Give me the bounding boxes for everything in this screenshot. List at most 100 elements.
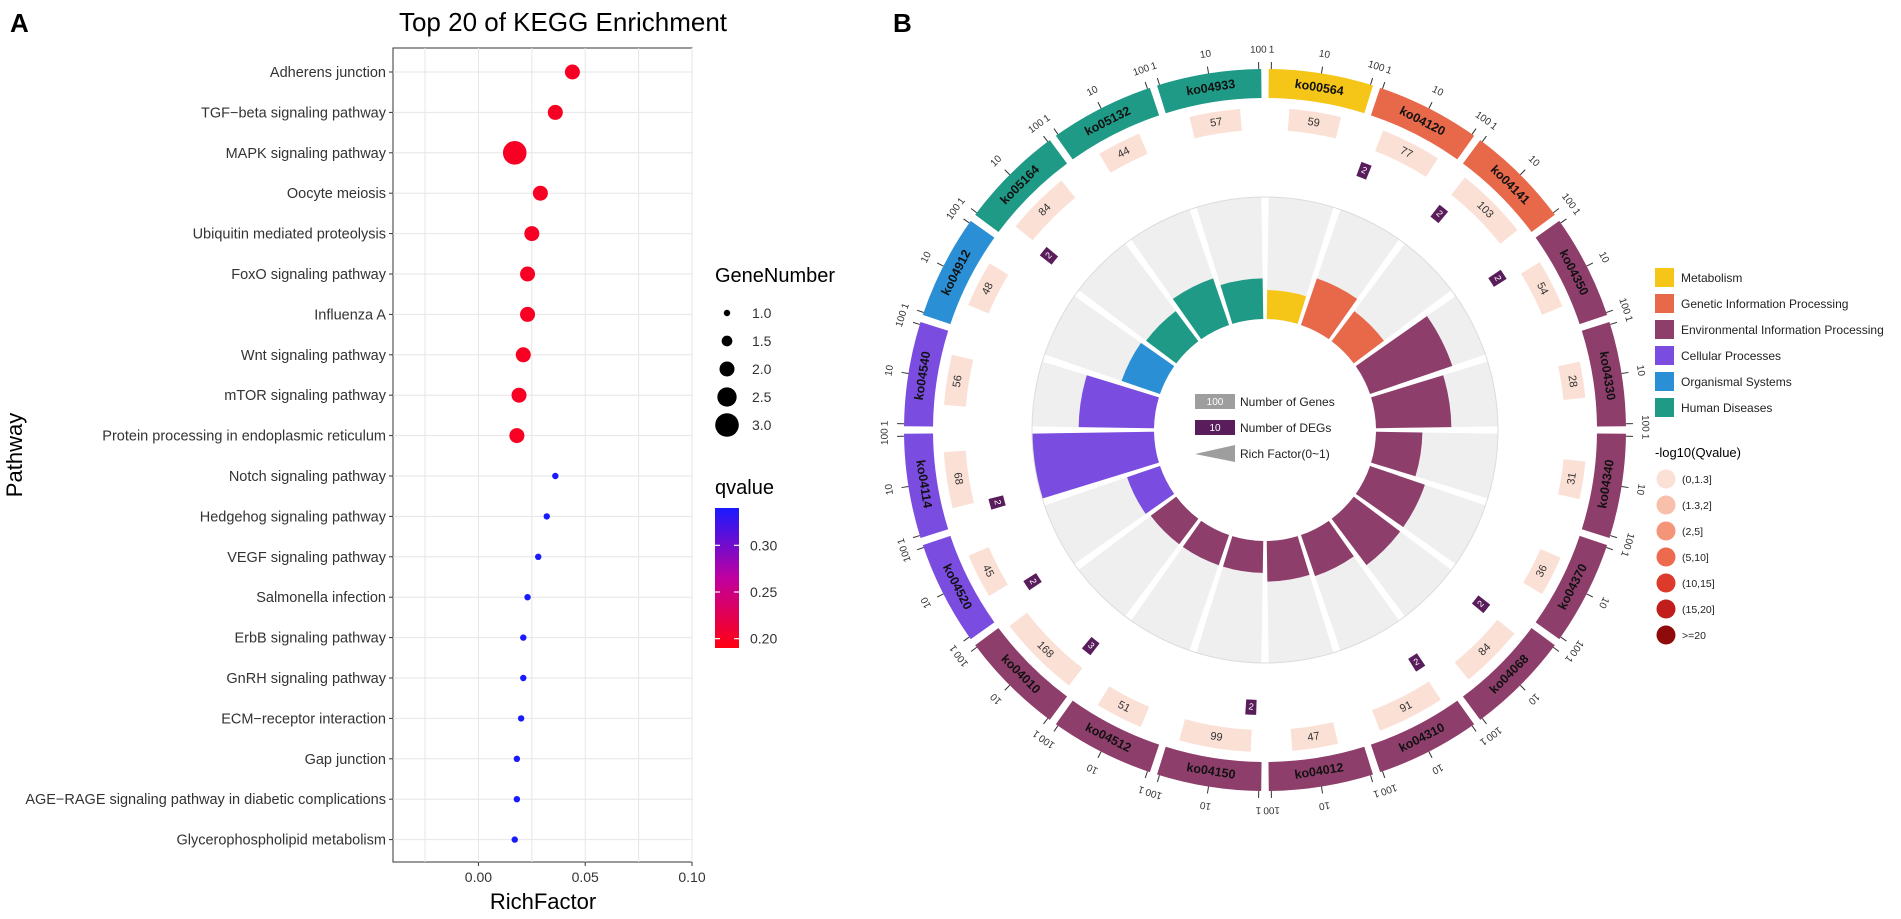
deg-bar	[1023, 573, 1042, 591]
scale-label: 10	[1199, 48, 1212, 61]
pathway-label: Protein processing in endoplasmic reticu…	[102, 429, 386, 445]
scale-tick	[1428, 751, 1433, 759]
category-legend: Metabolism Genetic Information Processing…	[1655, 268, 1884, 417]
scale-tick	[1370, 775, 1374, 783]
pathway-segment	[1581, 433, 1626, 538]
deg-bar	[1488, 269, 1507, 287]
scale-tick	[1481, 135, 1487, 142]
rich-factor-bar	[1146, 311, 1199, 364]
scale-tick	[1560, 636, 1567, 642]
gene-count-label: 91	[1398, 699, 1414, 715]
scale-tick	[1156, 77, 1160, 85]
scale-label: 1	[947, 642, 959, 653]
rich-factor-bar	[1355, 465, 1425, 528]
qvalue-bin-dot	[1656, 495, 1676, 515]
data-point	[524, 226, 540, 242]
gene-count-label: 68	[951, 472, 965, 486]
scale-tick	[970, 646, 977, 652]
pathway-label: GnRH signaling pathway	[226, 671, 386, 687]
scale-label: 100	[1132, 63, 1152, 79]
pathway-label: mTOR signaling pathway	[224, 388, 386, 404]
data-point	[535, 553, 542, 560]
scale-tick	[1320, 786, 1324, 794]
center-legend-label: Rich Factor(0~1)	[1240, 447, 1330, 461]
rich-factor-bar	[1150, 496, 1199, 545]
scale-label: 10	[1526, 154, 1542, 170]
data-point	[511, 387, 527, 403]
data-point	[532, 185, 548, 201]
scale-label: 10	[1085, 84, 1100, 99]
gene-count-bar	[1558, 361, 1586, 400]
degs-key-swatch	[1195, 420, 1235, 435]
pathway-segment	[1535, 220, 1608, 325]
scale-label: 1	[1042, 112, 1053, 124]
scale-tick	[970, 208, 977, 214]
scale-label: 1	[1477, 735, 1488, 747]
gene-count-label: 56	[951, 374, 965, 388]
pathway-label: ECM−receptor interaction	[221, 711, 386, 727]
qvalue-bin-label: (1.3,2]	[1682, 500, 1712, 512]
deg-label: 2	[1248, 701, 1255, 712]
qvalue-bin-label: (0,1.3]	[1682, 474, 1712, 486]
gene-count-label: 28	[1565, 374, 1579, 388]
gene-count-label: 77	[1398, 145, 1414, 161]
panel-b-letter: B	[893, 8, 912, 38]
scale-label: 100	[898, 544, 914, 564]
size-legend-label: 2.5	[752, 389, 772, 405]
qvalue-bin-label: (10,15]	[1682, 578, 1715, 590]
pathway-segment	[975, 627, 1068, 720]
gene-count-bar	[1372, 681, 1441, 731]
pathway-label: Notch signaling pathway	[229, 469, 387, 485]
scale-label: 100	[1379, 781, 1399, 797]
scale-tick	[1586, 262, 1594, 267]
data-point	[515, 347, 531, 363]
category-label: Organismal Systems	[1681, 375, 1792, 389]
rich-factor-bar	[1220, 278, 1264, 324]
qvalue-bin-dot	[1656, 469, 1676, 489]
pathway-segment	[1157, 69, 1262, 114]
scale-label: 1	[900, 301, 912, 310]
scale-label: 100	[894, 309, 910, 329]
deg-label: 2	[1028, 577, 1039, 586]
scale-tick	[1370, 77, 1374, 85]
gene-count-label: 57	[1209, 116, 1223, 130]
deg-bar	[1039, 246, 1059, 265]
data-point	[513, 796, 521, 803]
data-point	[502, 141, 527, 165]
scale-label: 1	[1255, 804, 1261, 815]
category-swatch	[1655, 320, 1674, 339]
data-point	[520, 306, 536, 322]
scale-tick	[1481, 718, 1487, 725]
qvalue-bin-dot	[1656, 573, 1676, 593]
deg-label: 2	[1492, 274, 1503, 283]
scale-tick	[1621, 485, 1629, 489]
rich-factor-bar	[1371, 431, 1423, 477]
scale-label: 100	[1620, 531, 1636, 551]
rich-factor-bar	[1266, 536, 1310, 582]
pathway-segment	[1268, 69, 1373, 114]
scale-tick	[936, 593, 944, 598]
scale-tick	[1586, 593, 1594, 598]
pathway-segment	[1535, 535, 1608, 640]
x-axis-label: RichFactor	[490, 889, 596, 914]
rich-factor-bar	[1300, 520, 1354, 577]
gene-count-bar	[1375, 130, 1438, 177]
category-label: Metabolism	[1681, 271, 1742, 285]
center-legend-label: Number of DEGs	[1240, 421, 1331, 435]
data-point	[564, 64, 580, 80]
scale-tick	[1553, 646, 1560, 652]
size-legend-dot	[723, 309, 731, 317]
deg-bar	[1245, 699, 1257, 715]
scale-label: 10	[1085, 761, 1100, 776]
data-point	[509, 428, 525, 444]
gene-count-label: 99	[1209, 730, 1223, 744]
deg-bar	[1408, 653, 1426, 672]
size-legend-label: 1.5	[752, 333, 772, 349]
center-legend: 100 Number of Genes 10 Number of DEGs Rich F…	[1195, 394, 1335, 462]
pathway-label: VEGF signaling pathway	[227, 550, 387, 566]
scale-label: 10	[1634, 483, 1647, 496]
qvalue-legend-title: qvalue	[715, 477, 774, 499]
rich-factor-bar	[1371, 375, 1452, 429]
rich-factor-bar	[1222, 536, 1264, 573]
x-tick-label: 0.00	[465, 869, 492, 885]
